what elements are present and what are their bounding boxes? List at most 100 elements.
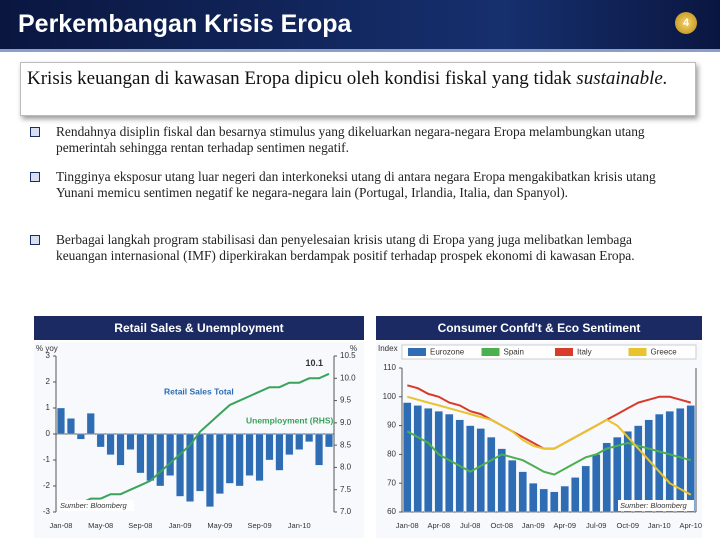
bar [413, 405, 422, 513]
chart-title: Retail Sales & Unemployment [114, 321, 283, 335]
x-tick-label: Jan-09 [522, 521, 545, 530]
y-tick-label: 60 [387, 507, 396, 516]
bar [225, 433, 234, 484]
bar [245, 433, 254, 476]
y2-tick-label: 8.0 [340, 463, 352, 472]
bar [86, 413, 95, 435]
bar [550, 491, 559, 513]
bar [602, 442, 611, 513]
bullet: Rendahnya disiplin fiskal dan besarnya s… [30, 124, 680, 156]
y2-tick-label: 10.5 [340, 351, 356, 360]
bar [305, 433, 314, 442]
x-tick-label: Jan-10 [288, 521, 311, 530]
bar [176, 433, 185, 497]
y-tick-label: 3 [46, 351, 51, 360]
y-tick-label: 110 [383, 363, 396, 372]
bar [476, 428, 485, 513]
x-tick-label: Jan-10 [648, 521, 671, 530]
bar [665, 411, 674, 513]
bar [76, 433, 85, 440]
y2-tick-label: 8.5 [340, 440, 352, 449]
y-tick-label: 2 [46, 377, 51, 386]
bar [325, 433, 333, 448]
legend-label: Eurozone [430, 348, 465, 357]
bar [560, 485, 569, 513]
legend-swatch [555, 348, 573, 356]
page-number: 4 [675, 12, 697, 34]
y-axis-label: % yoy [36, 344, 58, 353]
bullet: Tingginya eksposur utang luar negeri dan… [30, 169, 680, 201]
line [407, 395, 692, 496]
bar [215, 433, 224, 494]
x-tick-label: Oct-09 [616, 521, 639, 530]
bullet-text: Berbagai langkah program stabilisasi dan… [56, 232, 635, 263]
x-tick-label: Jul-09 [586, 521, 606, 530]
bar [508, 460, 517, 513]
bar [644, 419, 653, 513]
chart-title-bar [376, 316, 702, 340]
x-tick-label: Oct-08 [490, 521, 513, 530]
header: Perkembangan Krisis Eropa 4 [0, 0, 720, 52]
y-axis-label: Index [378, 344, 398, 353]
bar [205, 433, 214, 507]
bar [265, 433, 274, 461]
bar [424, 408, 433, 513]
bar [235, 433, 244, 487]
bar [634, 425, 643, 513]
bar [497, 448, 506, 513]
x-tick-label: Apr-08 [427, 521, 450, 530]
intro-emphasis: sustainable. [576, 68, 668, 89]
legend-label: Greece [651, 348, 678, 357]
annotation: 10.1 [306, 358, 324, 368]
bar [126, 433, 135, 450]
legend-swatch [628, 348, 647, 356]
bar [403, 402, 412, 513]
bar [315, 433, 324, 466]
chart-title: Consumer Confd't & Eco Sentiment [438, 321, 641, 335]
bar [466, 425, 475, 513]
x-tick-label: Apr-09 [553, 521, 576, 530]
bar [487, 436, 496, 513]
y2-axis-label: % [350, 344, 357, 353]
source: Sumber: Bloomberg [620, 501, 688, 510]
intro-box: Krisis keuangan di kawasan Eropa dipicu … [20, 62, 696, 116]
y2-tick-label: 7.0 [340, 507, 352, 516]
bar [295, 433, 304, 450]
legend-swatch [408, 348, 426, 356]
bar [96, 433, 105, 448]
bar [116, 433, 125, 466]
bar [186, 433, 194, 502]
legend-label: Spain [504, 348, 524, 357]
bar [275, 433, 284, 471]
bar [146, 433, 155, 481]
y2-tick-label: 10.0 [340, 373, 356, 382]
x-tick-label: May-09 [207, 521, 232, 530]
bar [623, 431, 632, 513]
x-tick-label: Sep-09 [247, 521, 271, 530]
bar [255, 433, 264, 481]
bullet: Berbagai langkah program stabilisasi dan… [30, 232, 680, 264]
slide-title: Perkembangan Krisis Eropa [18, 10, 352, 38]
bullet-icon [30, 172, 40, 182]
x-tick-label: May-08 [88, 521, 113, 530]
bar [136, 433, 145, 474]
bar [676, 408, 685, 513]
series-label: Unemployment (RHS) [246, 415, 334, 425]
bar [196, 433, 204, 492]
x-tick-label: Jan-08 [49, 521, 72, 530]
y-tick-label: 80 [387, 450, 396, 459]
bullet-text: Rendahnya disiplin fiskal dan besarnya s… [56, 124, 645, 155]
y2-tick-label: 7.5 [340, 485, 352, 494]
y-tick-label: -1 [43, 455, 51, 464]
bar [539, 488, 548, 513]
source: Sumber: Bloomberg [60, 501, 128, 510]
bar [434, 411, 443, 513]
x-tick-label: Sep-08 [128, 521, 152, 530]
bar [655, 413, 664, 513]
legend-swatch [481, 348, 500, 356]
bar [581, 465, 590, 513]
bar [66, 418, 75, 435]
line [61, 372, 330, 505]
